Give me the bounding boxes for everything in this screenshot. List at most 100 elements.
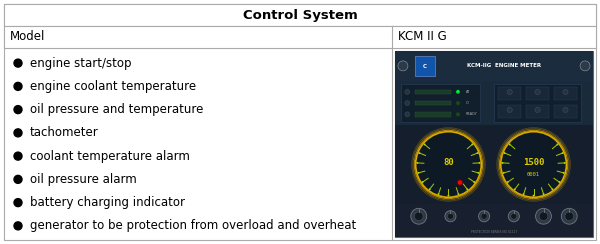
Circle shape <box>565 212 574 221</box>
Text: KCM II G: KCM II G <box>398 30 447 43</box>
Text: engine coolant temperature: engine coolant temperature <box>30 80 196 93</box>
Text: 1500: 1500 <box>523 158 544 167</box>
Circle shape <box>405 112 410 117</box>
Circle shape <box>416 162 418 164</box>
Circle shape <box>523 193 524 195</box>
Circle shape <box>559 181 560 183</box>
Circle shape <box>445 211 456 222</box>
Circle shape <box>563 107 568 112</box>
Bar <box>395 125 593 203</box>
Bar <box>395 51 593 237</box>
Circle shape <box>437 193 440 195</box>
Bar <box>554 105 577 118</box>
Circle shape <box>457 193 460 195</box>
Circle shape <box>14 82 22 90</box>
Bar <box>499 87 521 101</box>
Bar <box>415 90 451 94</box>
Text: engine start/stop: engine start/stop <box>30 57 131 70</box>
Circle shape <box>507 89 512 94</box>
Circle shape <box>502 162 503 164</box>
Bar <box>395 203 593 237</box>
Bar <box>395 51 593 81</box>
Circle shape <box>503 172 505 174</box>
Circle shape <box>542 193 545 195</box>
Circle shape <box>418 172 419 174</box>
Circle shape <box>563 89 568 94</box>
Circle shape <box>514 188 516 190</box>
Circle shape <box>14 129 22 137</box>
Bar <box>499 105 521 118</box>
Text: tachometer: tachometer <box>30 126 99 139</box>
Text: KCM-IIG  ENGINE METER: KCM-IIG ENGINE METER <box>467 63 541 68</box>
Text: O: O <box>466 101 469 105</box>
Circle shape <box>535 89 540 94</box>
Circle shape <box>14 222 22 230</box>
Bar <box>395 81 593 125</box>
Text: oil pressure alarm: oil pressure alarm <box>30 173 137 186</box>
Circle shape <box>562 152 563 154</box>
Bar <box>4 4 596 26</box>
Circle shape <box>507 181 509 183</box>
Circle shape <box>456 101 460 105</box>
Circle shape <box>424 143 425 145</box>
Text: generator to be protection from overload and overheat: generator to be protection from overload… <box>30 219 356 232</box>
Bar <box>415 101 451 105</box>
Circle shape <box>422 181 424 183</box>
Circle shape <box>556 143 559 145</box>
Circle shape <box>580 61 590 71</box>
Text: 80: 80 <box>443 158 454 167</box>
Circle shape <box>14 106 22 114</box>
Circle shape <box>456 90 460 94</box>
Circle shape <box>448 213 454 219</box>
Circle shape <box>481 213 487 219</box>
Circle shape <box>478 172 479 174</box>
Text: AT: AT <box>466 90 470 94</box>
Circle shape <box>448 195 449 197</box>
Text: oil pressure and temperature: oil pressure and temperature <box>30 103 203 116</box>
Circle shape <box>507 107 512 112</box>
Text: Control System: Control System <box>242 9 358 21</box>
Circle shape <box>14 59 22 67</box>
Circle shape <box>476 152 478 154</box>
Circle shape <box>501 132 566 197</box>
Circle shape <box>472 143 473 145</box>
Circle shape <box>457 180 463 185</box>
Circle shape <box>14 175 22 183</box>
Circle shape <box>405 89 410 94</box>
Text: READY: READY <box>466 112 478 116</box>
Text: battery charging indicator: battery charging indicator <box>30 196 185 209</box>
Circle shape <box>405 101 410 105</box>
Text: C: C <box>422 63 427 69</box>
Circle shape <box>415 212 423 221</box>
Text: PROTECTION SERIES NO 01117: PROTECTION SERIES NO 01117 <box>471 230 517 234</box>
Circle shape <box>456 112 460 116</box>
Bar <box>526 105 549 118</box>
Circle shape <box>562 208 577 224</box>
Circle shape <box>473 181 475 183</box>
Bar <box>4 26 596 48</box>
Circle shape <box>509 143 511 145</box>
Bar <box>554 87 577 101</box>
Circle shape <box>398 61 408 71</box>
Circle shape <box>536 208 551 224</box>
Circle shape <box>508 211 520 222</box>
Text: Model: Model <box>10 30 46 43</box>
Circle shape <box>416 132 481 197</box>
Bar <box>494 84 581 122</box>
Circle shape <box>551 188 553 190</box>
Bar <box>415 56 434 76</box>
Text: coolant temperature alarm: coolant temperature alarm <box>30 150 190 163</box>
Bar <box>401 84 480 122</box>
Circle shape <box>411 208 427 224</box>
Circle shape <box>418 152 421 154</box>
Circle shape <box>563 172 565 174</box>
Circle shape <box>535 107 540 112</box>
Circle shape <box>14 152 22 160</box>
Circle shape <box>479 211 490 222</box>
Circle shape <box>428 188 431 190</box>
Circle shape <box>511 213 517 219</box>
Circle shape <box>564 162 566 164</box>
Circle shape <box>14 199 22 207</box>
Circle shape <box>479 162 481 164</box>
Circle shape <box>466 188 468 190</box>
